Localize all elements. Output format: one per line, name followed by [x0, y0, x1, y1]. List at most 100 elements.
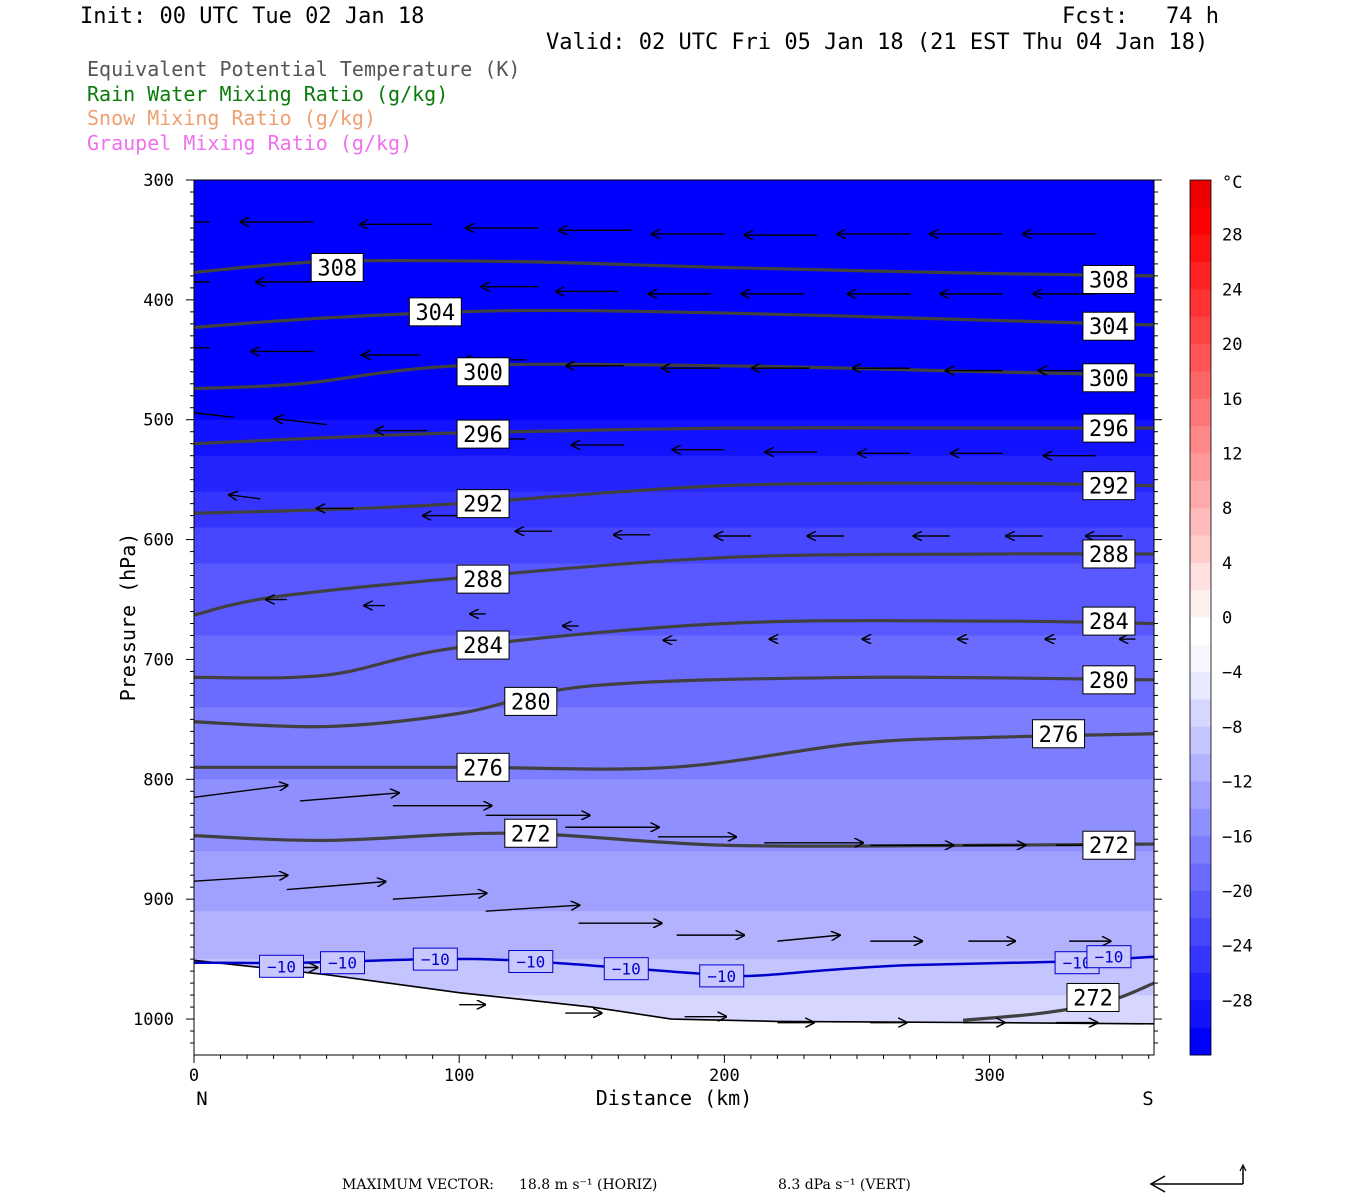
theta-e-label: 284	[1089, 610, 1129, 635]
wind-vector	[392, 893, 487, 900]
temperature-band	[194, 803, 1154, 816]
x-tick-label: 0	[189, 1066, 199, 1086]
temperature-band	[194, 983, 1154, 990]
circulation-vectors	[194, 222, 1136, 1023]
theta-e-label-box	[456, 630, 510, 660]
colorbar-tick-label: −4	[1222, 663, 1242, 683]
y-tick-label: 600	[143, 531, 174, 551]
theta-e-label: 272	[1073, 986, 1113, 1011]
colorbar-tick-label: −16	[1222, 827, 1253, 847]
temperature-contour	[194, 955, 1154, 978]
colorbar-tick-label: −8	[1222, 718, 1242, 738]
theta-e-contours	[194, 258, 1154, 1022]
colorbar-segment	[1190, 508, 1211, 536]
colorbar-tick-label: 20	[1222, 335, 1242, 355]
y-tick-label: 700	[143, 650, 174, 670]
temperature-band	[194, 827, 1154, 840]
temperature-band	[194, 623, 1154, 637]
x-tick-label: 300	[974, 1066, 1005, 1086]
colorbar-tick-label: 4	[1222, 554, 1232, 574]
theta-e-label-box	[456, 489, 510, 519]
temp-label-box	[320, 951, 366, 975]
colorbar-segment	[1190, 207, 1211, 236]
colorbar-segment	[1190, 289, 1211, 318]
theta-e-label: 292	[1089, 475, 1129, 500]
colorbar-segment	[1190, 316, 1211, 345]
theta-e-label-box	[1082, 471, 1136, 501]
y-tick-label: 500	[143, 411, 174, 431]
temp-label: −10	[1094, 948, 1123, 967]
plot-frame	[193, 179, 1155, 1056]
temp-label-box	[699, 964, 745, 988]
temperature-band	[194, 563, 1154, 577]
legend-theta-e: Equivalent Potential Temperature (K)	[87, 57, 521, 81]
temp-label-box	[412, 947, 458, 971]
theta-e-label-box	[1032, 719, 1086, 749]
temperature-band	[194, 911, 1154, 920]
valid-time: Valid: 02 UTC Fri 05 Jan 18 (21 EST Thu …	[546, 30, 1209, 55]
temperature-band	[194, 815, 1154, 828]
x-axis-label: Distance (km)	[596, 1086, 753, 1110]
colorbar-segment	[1190, 644, 1211, 673]
theta-e-label: 300	[463, 361, 503, 386]
temperature-band	[194, 455, 1154, 469]
max-vector-label: MAXIMUM VECTOR:	[342, 1177, 494, 1193]
temperature-band	[194, 683, 1154, 697]
theta-e-label-box	[1066, 982, 1120, 1012]
colorbar-segment	[1190, 371, 1211, 400]
y-tick-label: 1000	[133, 1010, 174, 1030]
temperature-band	[194, 279, 1154, 301]
theta-e-label-box	[1082, 264, 1136, 294]
reference-vector-icon	[1149, 1163, 1247, 1193]
temperature-band	[194, 779, 1154, 792]
theta-e-label: 284	[463, 634, 503, 659]
colorbar: °C 28 24 20 16 12 8 4 0 −4 −8 −12 −16 −20 −24 −28	[1189, 173, 1253, 1056]
colorbar-tick-label: 12	[1222, 444, 1242, 464]
contour-labels: 308 308 304 304 300 300 296 296 292 292 288 288 284 2…	[259, 253, 1136, 1012]
temperature-band	[194, 861, 1154, 872]
colorbar-segment	[1190, 918, 1211, 947]
temperature-band	[194, 755, 1154, 768]
temperature-band	[194, 379, 1154, 401]
temperature-band	[194, 695, 1154, 708]
temperature-band	[194, 399, 1154, 421]
colorbar-segment	[1190, 754, 1211, 783]
temperature-band	[194, 943, 1154, 952]
temperature-band	[194, 881, 1154, 892]
temperature-band	[194, 901, 1154, 912]
temperature-band	[194, 491, 1154, 505]
legend-rain: Rain Water Mixing Ratio (g/kg)	[87, 82, 449, 106]
colorbar-tick-label: 24	[1222, 280, 1242, 300]
colorbar-segment	[1190, 972, 1211, 1001]
colorbar-tick-label: −12	[1222, 773, 1253, 793]
theta-e-label-box	[1082, 830, 1136, 860]
theta-e-label: 296	[463, 423, 503, 448]
colorbar-segment	[1190, 836, 1211, 865]
x-end-label-south: S	[1142, 1088, 1153, 1110]
y-tick-label: 400	[143, 291, 174, 311]
colorbar-segment	[1190, 262, 1211, 290]
theta-e-label-box	[456, 357, 510, 387]
temp-label-box	[1086, 945, 1132, 969]
colorbar-segment	[1190, 1027, 1211, 1056]
theta-e-label: 308	[1089, 268, 1129, 293]
temperature-band	[194, 587, 1154, 601]
temperature-band	[194, 791, 1154, 804]
colorbar-tick-label: 16	[1222, 390, 1242, 410]
theta-e-label: 304	[1089, 315, 1129, 340]
colorbar-segment	[1190, 890, 1211, 919]
temperature-band	[194, 319, 1154, 341]
theta-e-line	[194, 481, 1154, 515]
wind-vector	[485, 905, 580, 912]
temperature-band	[194, 199, 1154, 221]
temperature-band	[194, 995, 1154, 1006]
theta-e-line	[194, 619, 1154, 680]
forecast-hours: 74 h	[1166, 4, 1219, 29]
colorbar-segment	[1190, 562, 1211, 591]
temperature-band	[194, 719, 1154, 732]
colorbar-segment	[1190, 344, 1211, 372]
temperature-band	[194, 599, 1154, 613]
colorbar-segment	[1190, 617, 1211, 646]
theta-e-label: 304	[415, 301, 455, 326]
